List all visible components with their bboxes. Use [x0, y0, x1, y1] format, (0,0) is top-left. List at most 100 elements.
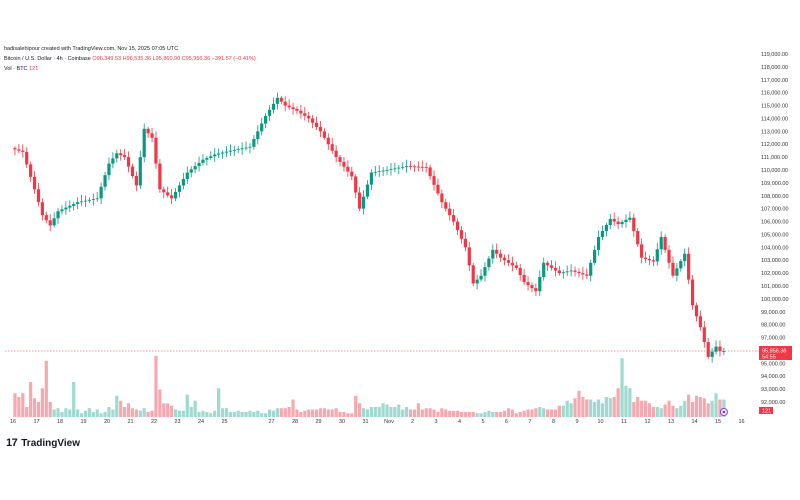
time-axis[interactable]: 16 17 18 19 20 21 22 23 24 25 27 28 29 30 31 Nov 2 3 4 5 6 7 8…	[10, 419, 745, 425]
volume-bar	[87, 408, 91, 417]
candle-body	[659, 237, 663, 250]
candle-body	[166, 192, 170, 196]
volume-bar	[385, 404, 389, 417]
chart-header: hadisalehipour created with TradingView.…	[4, 44, 256, 74]
candle-body	[119, 153, 123, 156]
volume-bar	[495, 412, 499, 417]
time-tick-label: 4	[458, 419, 461, 425]
volume-bar	[107, 407, 111, 417]
candle-body	[287, 105, 291, 108]
candle-body	[530, 285, 534, 289]
candle-body	[115, 153, 119, 159]
candle-body	[220, 152, 225, 154]
candle-body	[314, 122, 319, 128]
time-tick-label: 20	[104, 419, 110, 425]
volume-bar	[244, 412, 248, 417]
candle-body	[311, 118, 315, 123]
volume-bar	[330, 409, 334, 417]
tradingview-brand[interactable]: 17 TradingView	[6, 437, 80, 449]
price-axis[interactable]: 92,000.0093,000.0094,000.0095,000.0096,0…	[761, 52, 789, 406]
change-value: −391.57 (−0.41%)	[211, 56, 256, 62]
candle-body	[154, 137, 158, 164]
volume-bar	[483, 412, 487, 417]
candle-body	[514, 265, 518, 268]
candle-body	[534, 288, 538, 292]
candle-body	[495, 249, 499, 254]
candle-body	[600, 231, 605, 238]
volume-bar	[514, 413, 518, 417]
volume-bar	[506, 408, 511, 417]
last-price-label: 95,956.36 54:55	[759, 346, 792, 361]
high-value: H96,535.36	[122, 56, 152, 62]
candle-body	[87, 199, 91, 201]
volume-bar	[299, 412, 303, 417]
candle-body	[256, 131, 260, 140]
candle-body	[604, 224, 608, 232]
price-tick-label: 113,000.00	[761, 129, 788, 135]
volume-bar	[510, 409, 514, 417]
candle-body	[569, 270, 573, 272]
volume-bar	[36, 402, 41, 417]
volume-bar	[76, 409, 80, 417]
candle-body	[432, 176, 436, 185]
candle-body	[25, 151, 29, 165]
candle-body	[177, 185, 182, 192]
volume-bar	[91, 412, 95, 417]
candle-body	[130, 166, 135, 177]
candle-body	[405, 166, 409, 167]
candle-body	[267, 109, 272, 116]
candle-body	[475, 279, 479, 284]
volume-bar	[600, 403, 605, 417]
candle-body	[491, 249, 495, 259]
volume-bar	[283, 408, 287, 417]
candle-body	[279, 97, 283, 102]
time-tick-label: 13	[668, 419, 674, 425]
candle-body	[193, 166, 197, 170]
candle-body	[21, 150, 25, 152]
volume-bar	[522, 410, 526, 417]
symbol-label[interactable]: Bitcoin / U.S. Dollar · 4h · Coinbase	[4, 56, 91, 62]
candle-body	[651, 260, 655, 262]
volume-bar	[103, 412, 107, 417]
price-tick-label: 92,000.00	[761, 400, 785, 406]
candle-body	[103, 175, 107, 187]
volume-bar	[679, 405, 683, 417]
volume-bar	[479, 413, 483, 417]
volume-bar	[381, 403, 385, 417]
candle-body	[173, 191, 178, 199]
volume-bar	[667, 400, 671, 417]
volume-bar	[616, 388, 620, 417]
candle-body	[244, 147, 248, 149]
volume-bar	[596, 399, 601, 417]
volume-bar	[655, 407, 659, 417]
time-tick-label: 11	[621, 419, 627, 425]
time-tick-label: 18	[57, 419, 63, 425]
price-tick-label: 108,000.00	[761, 194, 789, 200]
volume-bar	[205, 412, 209, 417]
volume-bar	[608, 398, 612, 417]
volume-bar	[346, 413, 350, 417]
candle-body	[342, 161, 346, 167]
time-tick-label: 24	[198, 419, 204, 425]
candle-body	[373, 171, 377, 173]
candle-body	[326, 137, 330, 145]
candle-body	[197, 162, 201, 167]
candle-body	[228, 150, 232, 152]
volume-bar	[405, 407, 409, 417]
volume-bar	[142, 408, 146, 417]
candle-body	[389, 169, 393, 171]
candle-body	[687, 253, 691, 280]
candle-body	[655, 249, 659, 262]
price-chart[interactable]: 92,000.0093,000.0094,000.0095,000.0096,0…	[0, 40, 800, 432]
candle-body	[694, 305, 699, 317]
candle-body	[209, 156, 213, 158]
volume-bar	[48, 402, 52, 417]
time-tick-label: 19	[80, 419, 86, 425]
volume-bar	[467, 412, 471, 417]
volume-bars	[13, 355, 726, 417]
volume-bar	[130, 408, 135, 417]
event-marker-icon[interactable]	[719, 408, 728, 416]
volume-bar	[56, 408, 60, 417]
volume-label[interactable]: Vol · BTC	[4, 66, 28, 72]
ohlc-line: Bitcoin / U.S. Dollar · 4h · Coinbase O9…	[4, 54, 256, 64]
